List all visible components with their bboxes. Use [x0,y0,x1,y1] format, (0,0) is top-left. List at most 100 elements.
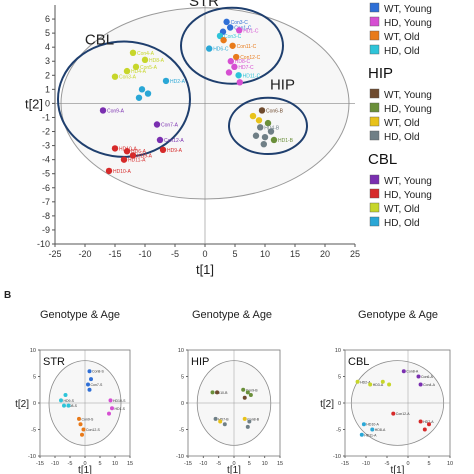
data-point-label: HD3-A [373,383,384,387]
legend-swatch [369,216,380,227]
y-axis-label: t[2] [320,399,334,410]
data-point [110,406,114,411]
subplot-group-label: CBL [348,356,369,368]
subplot-title: Genotype & Age [192,309,272,321]
data-point-label: HD7-C [238,65,254,71]
data-point [81,427,86,432]
y-tick-label: -10 [37,239,50,249]
legend-swatch [369,16,380,27]
data-point [80,432,84,437]
legend-item-label: WT, Old [384,32,420,43]
data-point-label: Con9-S [82,417,95,421]
data-point [260,140,267,148]
legend-swatch [369,116,380,127]
x-tick-label: 10 [262,461,268,467]
legend-item-label: HD, Old [384,46,420,57]
x-tick-label: 10 [447,461,453,467]
data-point [227,24,234,31]
panel-a-chart: -25 -20 -15 -10 -5 0 5 10 15 20 25-10-9-8-7-6-5-4-… [25,0,360,277]
data-point-label: HD11-A [128,158,146,164]
data-point [108,398,113,403]
x-tick-label: -10 [51,461,59,467]
data-point [66,403,71,408]
y-tick-label: 4 [45,42,50,52]
data-point-label: HD4-B [264,125,280,131]
y-tick-label: -10 [28,454,36,460]
data-point [111,145,119,152]
data-point [218,419,223,424]
legend: WT, Young HD, Young WT, Old HD, Old HIP WT, Y… [368,2,432,229]
x-tick-label: -15 [36,461,44,467]
data-point [111,73,119,80]
y-tick-label: 1 [45,84,50,94]
x-axis-label: t[1] [227,465,241,474]
y-tick-label: -2 [42,127,50,137]
x-tick-label: -25 [48,249,61,259]
data-point-label: HD7-A [423,420,434,424]
group-label-hip: HIP [270,76,295,93]
data-point [59,398,63,403]
data-point [215,390,220,395]
data-point [416,374,421,379]
data-point [129,152,137,159]
data-point [138,86,146,93]
y-tick-label: 3 [45,56,50,66]
data-point-label: HD8-C [235,59,251,65]
x-tick-label: 15 [127,461,133,467]
data-point-label: Con12-S [86,428,100,432]
legend-item-label: HD, Old [384,132,420,143]
data-point [391,411,396,416]
data-point [123,148,131,155]
data-point [418,382,423,387]
data-point-label: Con11-C [237,44,257,50]
data-point-label: HD1-S [115,407,126,411]
data-point [220,36,227,44]
y-tick-label: 6 [45,14,50,24]
data-point-label: Con4-A [137,51,155,57]
x-tick-label: -15 [184,461,192,467]
legend-swatch [369,102,380,113]
group-circle-str [180,6,284,85]
y-tick-label: 10 [335,348,341,354]
data-point [87,387,92,392]
data-point-label: Con8-S [92,370,105,374]
data-point [241,387,246,392]
x-tick-label: 0 [202,249,207,259]
data-point [86,382,90,387]
data-point [370,427,375,432]
data-point [63,393,68,398]
data-point [223,18,230,26]
data-point [78,422,83,427]
data-point [206,45,213,52]
x-tick-label: -20 [78,249,91,259]
data-point [427,422,431,427]
subplot-title: Genotype & Age [358,309,438,321]
data-point [258,107,266,114]
data-point-label: Con6-B [266,108,284,114]
legend-swatch [369,202,380,213]
data-point-label: HD8-S [67,404,78,408]
x-tick-label: -10 [199,461,207,467]
data-point [62,403,66,408]
data-point [144,90,152,97]
data-point-label: Con12-A [396,412,410,416]
data-point-label: Con9-B [246,388,259,392]
x-tick-label: 10 [112,461,118,467]
data-point [242,395,247,400]
data-point-label: Con8-A [406,370,419,374]
data-point [235,72,242,79]
data-point-label: Con8-B [247,417,260,421]
x-tick-label: 15 [290,249,300,259]
data-point [236,79,243,86]
data-point [368,382,373,387]
x-tick-label: 25 [350,249,360,259]
data-point [247,419,252,424]
y-tick-label: -5 [31,428,36,434]
y-tick-label: 0 [338,401,341,407]
data-point [210,390,215,395]
data-point-label: HD1-C [243,28,259,34]
subplot-title: Genotype & Age [40,309,120,321]
data-point [132,63,140,71]
